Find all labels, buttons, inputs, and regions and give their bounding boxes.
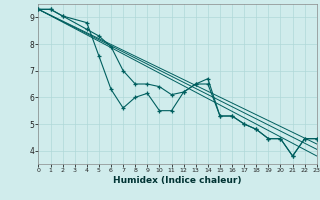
X-axis label: Humidex (Indice chaleur): Humidex (Indice chaleur) (113, 176, 242, 185)
